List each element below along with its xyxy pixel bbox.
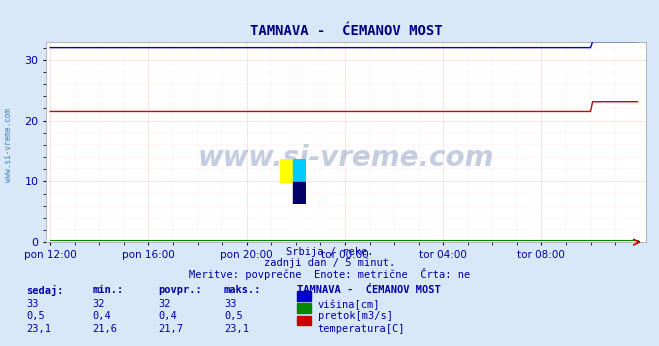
Text: 33: 33 [26,299,39,309]
Bar [293,159,306,182]
Bar [293,182,306,204]
Text: 0,4: 0,4 [158,311,177,321]
Text: 32: 32 [158,299,171,309]
Text: 0,5: 0,5 [224,311,243,321]
Text: 0,4: 0,4 [92,311,111,321]
Text: pretok[m3/s]: pretok[m3/s] [318,311,393,321]
Text: višina[cm]: višina[cm] [318,299,380,310]
Title: TAMNAVA -  ĆEMANOV MOST: TAMNAVA - ĆEMANOV MOST [250,24,442,38]
Bar [280,159,293,182]
Text: Srbija / reke.: Srbija / reke. [286,247,373,257]
Text: 21,6: 21,6 [92,324,117,334]
Text: 0,5: 0,5 [26,311,45,321]
Text: 33: 33 [224,299,237,309]
Text: sedaj:: sedaj: [26,285,64,297]
Text: Meritve: povprečne  Enote: metrične  Črta: ne: Meritve: povprečne Enote: metrične Črta:… [189,268,470,280]
Text: TAMNAVA -  ĆEMANOV MOST: TAMNAVA - ĆEMANOV MOST [297,285,440,295]
Text: www.si-vreme.com: www.si-vreme.com [198,144,494,172]
Text: www.si-vreme.com: www.si-vreme.com [4,108,13,182]
Text: povpr.:: povpr.: [158,285,202,295]
Text: maks.:: maks.: [224,285,262,295]
Text: 23,1: 23,1 [26,324,51,334]
Text: zadnji dan / 5 minut.: zadnji dan / 5 minut. [264,258,395,268]
Text: temperatura[C]: temperatura[C] [318,324,405,334]
Text: 23,1: 23,1 [224,324,249,334]
Text: 21,7: 21,7 [158,324,183,334]
Text: 32: 32 [92,299,105,309]
Text: min.:: min.: [92,285,123,295]
